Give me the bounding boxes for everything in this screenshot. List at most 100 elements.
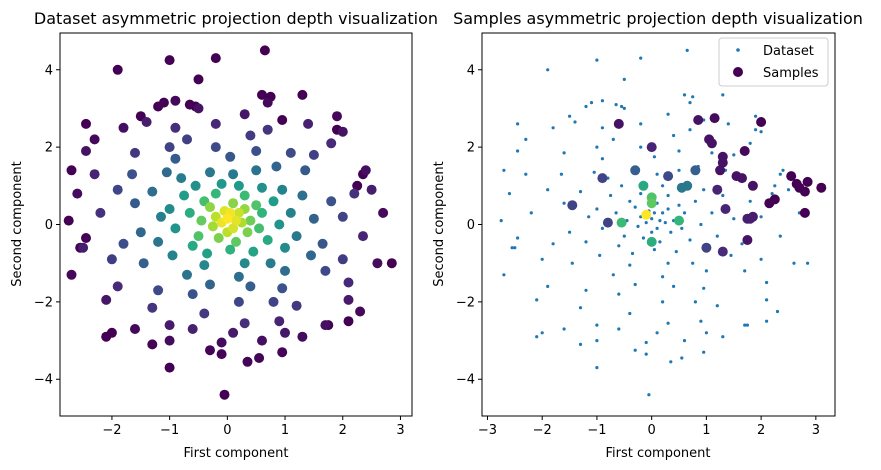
right-sample-point	[739, 146, 750, 156]
right-dataset-point	[702, 286, 706, 290]
left-sample-point	[228, 198, 239, 209]
left-sample-point	[285, 147, 296, 158]
right-dataset-point	[682, 93, 687, 97]
right-dataset-point	[595, 145, 599, 149]
right-dataset-point	[611, 273, 615, 277]
right-dataset-point	[639, 56, 643, 60]
right-dataset-point	[655, 226, 659, 230]
left-sample-point	[170, 223, 181, 234]
left-sample-point	[213, 233, 224, 243]
left-sample-point	[153, 236, 164, 247]
left-sample-point	[101, 294, 112, 305]
left-sample-point	[254, 223, 265, 234]
right-dataset-point	[672, 284, 676, 288]
right-dataset-point	[770, 192, 774, 196]
left-y-axis-label: Second component	[10, 161, 25, 287]
right-dataset-point	[759, 215, 763, 219]
right-dataset-point	[600, 226, 605, 230]
right-dataset-point	[595, 323, 599, 327]
right-dataset-point	[702, 188, 706, 192]
right-dataset-point	[600, 157, 605, 161]
right-dataset-point	[669, 360, 673, 364]
right-dataset-point	[628, 199, 632, 203]
left-sample-point	[89, 169, 100, 180]
left-sample-point	[164, 55, 175, 66]
left-sample-point	[233, 271, 244, 282]
right-dataset-point	[562, 151, 566, 155]
left-sample-point	[257, 335, 267, 346]
right-dataset-point	[677, 149, 681, 153]
right-sample-point	[567, 200, 578, 211]
left-sample-point	[164, 204, 175, 214]
right-dataset-point	[715, 304, 719, 308]
right-x-tick-label: −1	[587, 423, 606, 438]
right-dataset-point	[551, 126, 555, 130]
right-dataset-point	[568, 114, 572, 118]
right-dataset-point	[652, 211, 657, 215]
left-sample-point	[130, 198, 140, 209]
right-dataset-point	[584, 288, 588, 292]
left-sample-point	[78, 242, 89, 253]
right-dataset-point	[778, 234, 782, 238]
left-sample-point	[190, 180, 201, 191]
right-dataset-point	[806, 261, 810, 265]
right-dataset-point	[693, 300, 698, 304]
left-sample-point	[164, 362, 175, 373]
right-points-layer	[499, 48, 827, 397]
left-sample-point	[66, 269, 77, 280]
right-dataset-point	[666, 193, 670, 198]
left-sample-point	[343, 277, 354, 288]
right-dataset-point	[562, 201, 566, 205]
right-dataset-point	[630, 251, 635, 256]
left-sample-point	[326, 138, 337, 149]
left-sample-point	[63, 215, 74, 226]
left-sample-point	[179, 190, 190, 201]
left-sample-point	[297, 331, 308, 342]
right-dataset-point	[628, 263, 632, 267]
right-sample-point	[602, 217, 613, 228]
left-sample-point	[106, 254, 117, 265]
right-dataset-point	[529, 211, 533, 215]
right-dataset-point	[584, 104, 588, 109]
left-sample-point	[130, 147, 140, 158]
left-sample-point	[147, 339, 158, 350]
right-dataset-point	[595, 58, 599, 62]
left-chart: Dataset asymmetric projection depth visu…	[10, 9, 438, 461]
left-sample-point	[216, 349, 227, 360]
right-chart: Samples asymmetric projection depth visu…	[432, 9, 863, 461]
left-sample-point	[176, 173, 187, 184]
right-dataset-point	[620, 104, 624, 109]
left-sample-point	[352, 180, 363, 191]
left-sample-point	[320, 320, 331, 331]
left-sample-point	[274, 316, 285, 327]
right-dataset-point	[666, 112, 670, 116]
right-x-tick-label: 0	[648, 423, 656, 438]
legend-dataset-marker	[736, 48, 740, 52]
left-sample-point	[164, 320, 175, 331]
right-dataset-point	[589, 101, 594, 105]
left-sample-point	[187, 240, 198, 251]
right-dataset-point	[765, 319, 769, 323]
left-sample-point	[118, 122, 129, 133]
left-sample-point	[210, 188, 221, 199]
right-sample-point	[799, 186, 810, 197]
left-sample-point	[277, 115, 288, 125]
right-dataset-point	[726, 122, 730, 126]
left-sample-point	[187, 289, 198, 300]
right-dataset-point	[658, 240, 662, 244]
left-sample-point	[291, 300, 302, 311]
right-sample-point	[630, 165, 641, 176]
right-x-tick-label: 1	[702, 423, 710, 438]
right-dataset-point	[513, 246, 517, 250]
right-dataset-point	[573, 120, 577, 124]
left-x-tick-label: −2	[102, 423, 121, 438]
right-dataset-point	[622, 106, 626, 110]
right-dataset-point	[792, 261, 796, 265]
left-sample-point	[138, 258, 149, 269]
left-sample-point	[199, 260, 210, 271]
right-dataset-point	[600, 126, 605, 130]
left-y-tick-label: 4	[45, 63, 53, 78]
right-dataset-point	[680, 226, 684, 230]
left-sample-point	[182, 269, 192, 280]
left-sample-point	[285, 207, 296, 218]
